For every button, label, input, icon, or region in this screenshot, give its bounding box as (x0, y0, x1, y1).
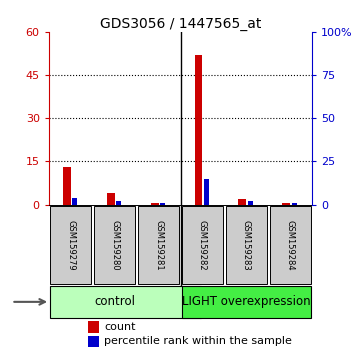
Bar (116, 201, 121, 205)
Bar (160, 203, 165, 205)
Text: GSM159281: GSM159281 (154, 220, 163, 270)
FancyBboxPatch shape (270, 206, 311, 284)
Title: GDS3056 / 1447565_at: GDS3056 / 1447565_at (100, 17, 261, 31)
Text: GSM159284: GSM159284 (286, 220, 295, 270)
FancyBboxPatch shape (226, 206, 267, 284)
Bar (88, 336, 99, 347)
Text: GSM159283: GSM159283 (242, 220, 251, 270)
Text: percentile rank within the sample: percentile rank within the sample (104, 336, 292, 346)
Text: GSM159279: GSM159279 (66, 220, 75, 270)
Text: LIGHT overexpression: LIGHT overexpression (182, 295, 311, 308)
Bar (195, 55, 203, 205)
Bar (72, 198, 77, 205)
Bar (239, 199, 246, 205)
Bar (282, 203, 290, 205)
Text: count: count (104, 322, 136, 332)
Bar (151, 203, 158, 205)
FancyBboxPatch shape (50, 286, 201, 318)
FancyBboxPatch shape (138, 206, 179, 284)
Bar (88, 321, 99, 333)
Text: control: control (94, 295, 135, 308)
Text: GSM159280: GSM159280 (110, 220, 119, 270)
FancyBboxPatch shape (182, 206, 223, 284)
Text: GSM159282: GSM159282 (198, 220, 207, 270)
FancyBboxPatch shape (50, 206, 91, 284)
Bar (248, 201, 253, 205)
Bar (292, 203, 297, 205)
Bar (204, 179, 209, 205)
FancyBboxPatch shape (182, 286, 311, 318)
Bar (63, 167, 71, 205)
Bar (107, 193, 115, 205)
FancyBboxPatch shape (94, 206, 135, 284)
